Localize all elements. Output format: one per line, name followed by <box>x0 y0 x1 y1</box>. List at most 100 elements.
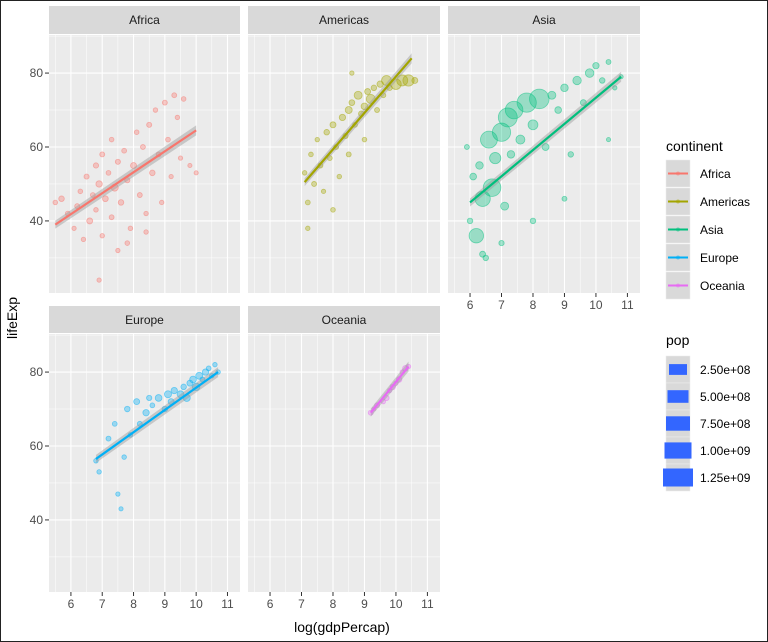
data-point <box>80 236 87 243</box>
panel-background <box>248 35 440 293</box>
data-point <box>541 143 550 151</box>
data-point <box>133 398 141 406</box>
x-tick-label: 8 <box>330 597 337 611</box>
data-point <box>212 362 218 368</box>
data-point <box>463 144 470 150</box>
facet-strip <box>248 6 440 34</box>
data-point <box>370 84 378 92</box>
facet-strip-label: Oceania <box>322 313 367 327</box>
data-point <box>136 420 143 427</box>
data-point <box>168 173 174 180</box>
data-point <box>105 435 112 442</box>
data-point <box>329 121 337 129</box>
data-point <box>99 233 105 239</box>
facet-asia: Asia 6 7 8 9 10 11 <box>448 6 640 312</box>
legend-point <box>676 227 680 232</box>
regression-line <box>54 129 197 226</box>
data-point <box>374 107 380 113</box>
data-point <box>364 88 372 95</box>
data-point <box>121 454 127 460</box>
data-point <box>469 172 477 181</box>
pop-size-swatch <box>669 364 687 375</box>
x-tick-label: 7 <box>298 597 305 611</box>
data-point <box>96 277 102 283</box>
data-point <box>136 192 143 198</box>
data-point <box>159 199 165 206</box>
data-point <box>130 162 137 169</box>
continent-legend: Africa Americas Asia Europe Oceania <box>665 159 750 300</box>
data-point <box>105 170 112 176</box>
data-point <box>193 170 199 176</box>
data-point <box>360 102 369 111</box>
legend-point <box>676 283 680 288</box>
facet-europe: Europe 40 60 80 6 7 8 9 10 11 <box>30 306 240 611</box>
facet-strip <box>448 6 640 34</box>
data-point <box>498 240 505 247</box>
data-point <box>187 162 193 168</box>
data-point <box>86 217 94 225</box>
legend-label: Asia <box>700 223 724 237</box>
data-point <box>154 394 163 402</box>
x-axis-label: log(gdpPercap) <box>294 619 390 635</box>
panel-background <box>248 334 440 592</box>
legend-point <box>676 199 680 204</box>
data-point <box>140 144 146 150</box>
x-tick-label: 7 <box>99 597 106 611</box>
data-point <box>71 225 77 231</box>
y-tick-label: 40 <box>30 513 44 527</box>
legend-label: Europe <box>700 251 739 265</box>
data-point <box>504 100 524 120</box>
data-point <box>133 129 140 135</box>
data-point <box>95 180 103 188</box>
facet-strip-label: Americas <box>319 13 369 27</box>
data-point <box>108 214 115 221</box>
data-point <box>170 386 178 395</box>
data-point <box>554 106 562 114</box>
data-point <box>149 169 156 177</box>
data-point <box>314 136 320 143</box>
x-tick-label: 6 <box>267 597 274 611</box>
legend-label: Americas <box>700 195 750 209</box>
data-point <box>584 68 595 78</box>
panel-background <box>448 35 640 293</box>
pop-size-swatch <box>667 390 689 403</box>
pop-size-swatch <box>664 442 692 459</box>
data-point <box>579 99 587 107</box>
data-point <box>149 402 156 409</box>
legend-label: 5.00e+08 <box>700 390 751 404</box>
data-point <box>174 114 181 121</box>
data-point <box>77 188 84 195</box>
data-point <box>83 173 90 180</box>
data-point <box>491 122 512 142</box>
data-point <box>117 199 125 206</box>
data-point <box>308 151 314 158</box>
data-point <box>311 181 318 187</box>
data-point <box>475 161 484 170</box>
data-point <box>482 178 502 197</box>
data-point <box>411 77 419 84</box>
y-tick-label: 80 <box>30 365 44 379</box>
data-point <box>108 136 115 143</box>
data-point <box>124 405 131 413</box>
data-point <box>344 106 353 114</box>
data-point <box>506 150 516 159</box>
data-point <box>114 158 121 165</box>
x-tick-label: 8 <box>130 597 137 611</box>
data-point <box>567 151 574 158</box>
data-point <box>304 199 311 206</box>
data-point <box>527 119 539 131</box>
data-point <box>96 469 102 475</box>
data-point <box>93 207 99 213</box>
x-tick-label: 9 <box>561 298 568 312</box>
data-point <box>165 136 171 143</box>
data-point <box>547 90 557 100</box>
data-point <box>606 137 612 143</box>
data-point <box>353 90 363 100</box>
data-point <box>330 207 336 213</box>
data-point <box>479 250 487 258</box>
x-tick-label: 9 <box>361 597 368 611</box>
data-point <box>323 129 330 136</box>
data-point <box>500 201 510 211</box>
x-tick-label: 10 <box>389 597 403 611</box>
pop-size-swatch <box>666 416 690 431</box>
